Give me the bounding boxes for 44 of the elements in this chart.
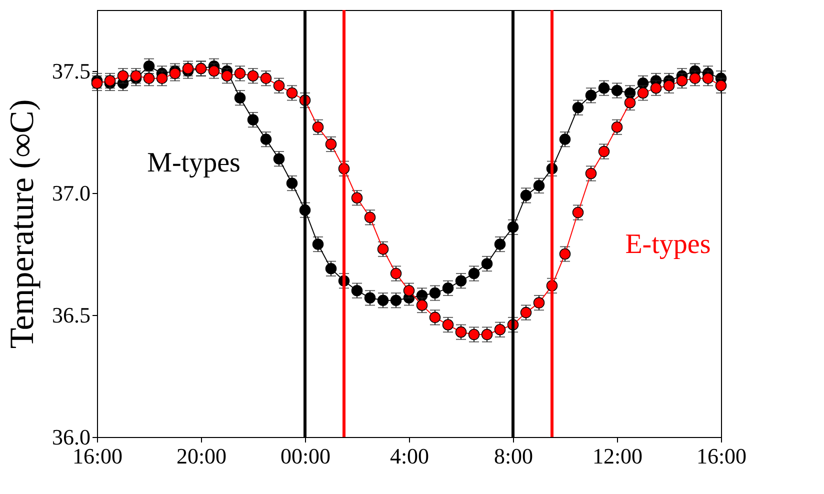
x-tick-label: 12:00 [592,444,643,468]
point [715,80,727,92]
point [442,282,454,294]
y-tick-label: 37.0 [52,180,90,206]
x-tick-label: 20:00 [176,444,227,468]
point [455,275,467,286]
y-tick-label: 36.5 [52,302,90,328]
point [663,80,675,92]
point [156,72,168,84]
point [247,114,259,126]
point [390,294,402,306]
y-axis-title: Temperature (∞C) [4,99,41,349]
point [325,263,337,274]
point [91,78,103,89]
x-tick-label: 00:00 [280,444,331,468]
point [325,138,337,150]
point [286,178,298,189]
point [533,297,545,308]
point [533,180,545,192]
point [624,97,636,108]
point [416,300,428,311]
point [260,72,272,84]
point [260,134,272,145]
point [312,238,324,250]
point [481,258,493,270]
series-label: E-types [625,228,711,260]
y-tick-label: 37.5 [52,58,90,84]
point [494,238,506,250]
point [104,75,116,86]
point [559,134,571,145]
point [442,319,454,330]
point [273,153,285,164]
point [676,75,688,86]
x-tick-label: 8:00 [494,444,534,468]
point [234,92,246,104]
series-label: M-types [147,148,240,179]
point [494,324,506,336]
x-tick-label: 4:00 [390,444,430,468]
point [702,72,714,84]
x-tick-label: 16:00 [696,444,747,468]
point [377,294,389,306]
point [143,72,155,84]
point [689,72,701,84]
point [273,80,285,92]
